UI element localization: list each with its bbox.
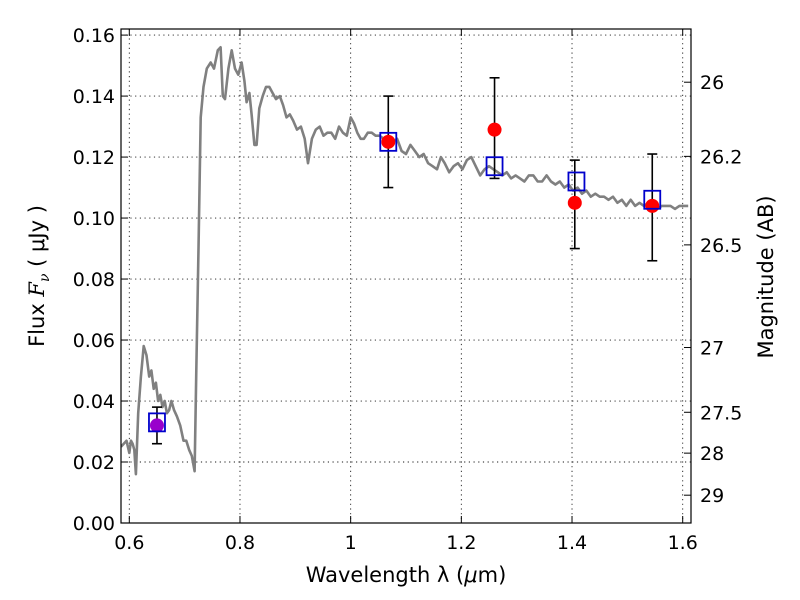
model-band-square [643,189,662,210]
observed-point [149,418,164,433]
axis-ticks [121,29,691,524]
y-tick-label: 0.16 [73,25,115,47]
y-tick-label: 0.12 [73,147,115,169]
y-tick-label: 0.14 [73,86,115,108]
grid-lines [121,29,691,524]
y2-tick-label: 26.5 [700,235,742,257]
data-markers [148,122,662,433]
observed-point [381,134,396,149]
model-band-square [567,171,586,192]
y2-tick-label: 26.2 [700,146,742,168]
y-axis-label: Flux Fν ( μJy ) [25,205,53,347]
x-tick-labels: 0.6 0.8 1 1.2 1.4 1.6 [114,532,698,554]
model-band-square [485,156,504,177]
y2-tick-label: 28 [700,443,724,465]
x-tick-label: 1.2 [446,532,476,554]
y-tick-label: 0.04 [73,391,115,413]
y2-tick-label: 27 [700,338,724,360]
y2-tick-label: 29 [700,485,724,507]
model-band-square [148,412,166,433]
x-tick-label: 1 [345,532,357,554]
y-tick-label: 0.08 [73,269,115,291]
y-tick-labels: 0.00 0.02 0.04 0.06 0.08 0.10 0.12 0.14 0.16 [73,25,115,535]
x-tick-label: 0.8 [225,532,255,554]
x-tick-label: 0.6 [114,532,144,554]
observed-point [487,122,502,137]
y2-tick-label: 27.5 [700,402,742,424]
y-tick-label: 0.02 [73,452,115,474]
y-tick-label: 0.00 [73,513,115,535]
x-tick-label: 1.6 [668,532,698,554]
y-tick-label: 0.06 [73,330,115,352]
plot-frame [120,28,692,524]
observed-point [567,195,582,210]
model-band-square [379,131,398,152]
y2-tick-label: 26 [700,72,724,94]
y2-axis-label: Magnitude (AB) [754,195,778,358]
x-tick-label: 1.4 [557,532,587,554]
observed-point [645,198,660,213]
y-tick-label: 0.10 [73,208,115,230]
y2-tick-labels: 26 26.2 26.5 27 27.5 28 29 [700,72,742,507]
x-axis-label: Wavelength λ (μm) [306,563,507,587]
